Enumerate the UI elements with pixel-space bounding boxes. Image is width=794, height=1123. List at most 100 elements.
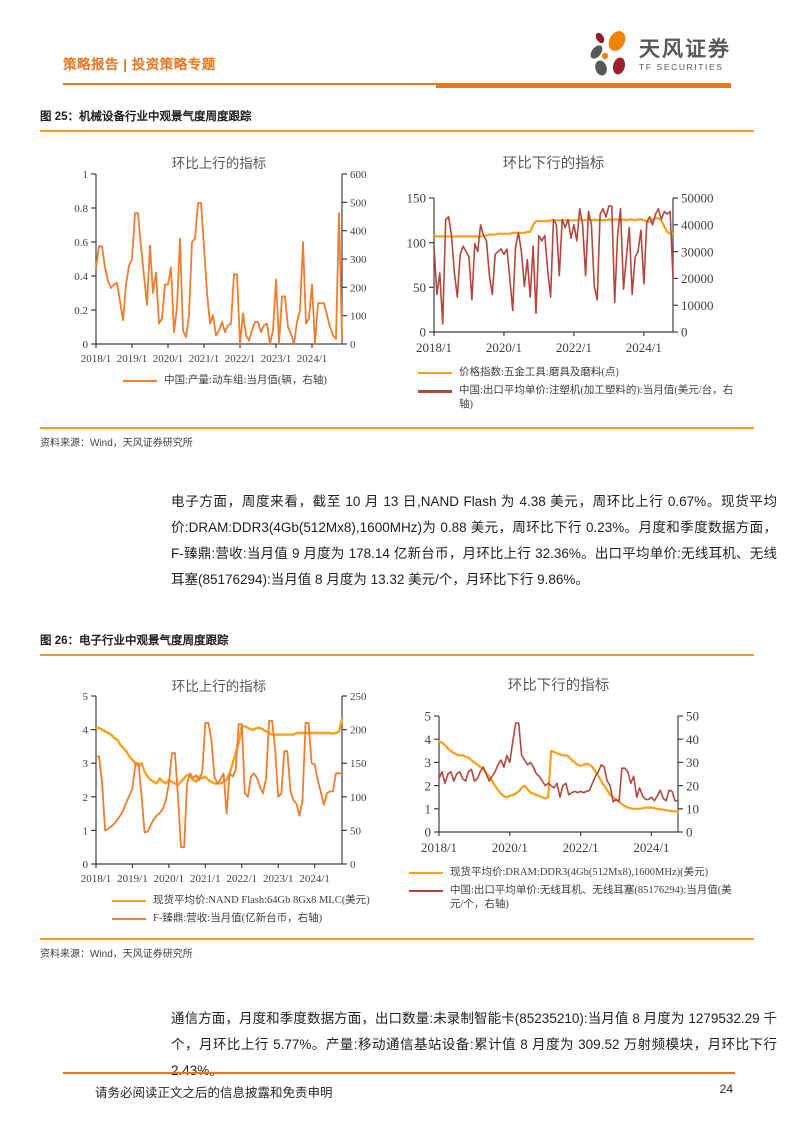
svg-text:1: 1 [83, 169, 89, 181]
svg-text:2019/1: 2019/1 [117, 353, 148, 365]
svg-text:600: 600 [350, 169, 367, 181]
series-line [95, 202, 343, 345]
svg-text:4: 4 [425, 731, 432, 746]
svg-text:50: 50 [350, 825, 362, 837]
svg-text:40000: 40000 [681, 217, 714, 232]
chart-machinery-down: 环比下行的指标 0 50 100 150 0 10000 20000 30000 40000 500… [390, 152, 740, 413]
svg-text:2: 2 [425, 778, 432, 793]
svg-text:0.8: 0.8 [74, 203, 88, 215]
machinery-up-line-chart: 环比上行的指标 0 0.2 0.4 0.6 0.8 1 0 100 200 300 400 500 600… [74, 156, 367, 365]
series-line [438, 721, 679, 803]
svg-text:2018/1: 2018/1 [81, 873, 112, 885]
legend-item: 现货平均价:NAND Flash:64Gb 8Gx8 MLC(美元) [112, 894, 390, 908]
svg-text:250: 250 [350, 690, 367, 702]
figure-25-charts-row: 环比上行的指标 0 0.2 0.4 0.6 0.8 1 0 100 200 300 400 500 600… [40, 132, 754, 417]
machinery-up-legend: 中国:产量:动车组:当月值(辆，右轴) [60, 370, 390, 388]
svg-text:150: 150 [350, 758, 367, 770]
figure-26-block: 图 26：电子行业中观景气度周度跟踪 环比上行的指标 0 1 2 3 4 5 0 50 100 15… [40, 627, 754, 960]
svg-text:3: 3 [425, 755, 432, 770]
svg-text:2023/1: 2023/1 [261, 353, 292, 365]
svg-text:2020/1: 2020/1 [486, 340, 522, 355]
svg-text:0.4: 0.4 [74, 271, 88, 283]
header-divider-thick [436, 84, 731, 88]
svg-text:2024/1: 2024/1 [297, 353, 328, 365]
svg-text:10: 10 [686, 801, 699, 816]
footer-divider [63, 1071, 735, 1074]
legend-item: 现货平均价:DRAM:DDR3(4Gb(512Mx8),1600MHz)(美元) [409, 866, 740, 880]
svg-text:20000: 20000 [681, 271, 714, 286]
figure-26-caption: 图 26：电子行业中观景气度周度跟踪 [40, 627, 754, 656]
legend-line-swatch [123, 380, 158, 383]
svg-text:200: 200 [350, 724, 367, 736]
svg-text:30: 30 [686, 755, 699, 770]
legend-label: 中国:出口平均单价:注塑机(加工塑料的):当月值(美元/台，右轴) [459, 385, 734, 411]
svg-text:50: 50 [686, 708, 699, 723]
machinery-down-line-chart: 环比下行的指标 0 50 100 150 0 10000 20000 30000 40000 500… [407, 155, 714, 355]
svg-text:0: 0 [83, 339, 89, 351]
legend-item: F-臻鼎:营收:当月值(亿新台币，右轴) [112, 912, 390, 926]
svg-text:2018/1: 2018/1 [81, 353, 112, 365]
brand-name-cn: 天风证券 [639, 38, 731, 62]
legend-item: 中国:产量:动车组:当月值(辆，右轴) [60, 374, 390, 388]
svg-text:2022/1: 2022/1 [226, 873, 257, 885]
svg-text:20: 20 [686, 778, 699, 793]
svg-text:2019/1: 2019/1 [117, 873, 148, 885]
svg-text:0: 0 [681, 325, 688, 340]
svg-text:2018/1: 2018/1 [416, 340, 452, 355]
svg-text:30000: 30000 [681, 244, 714, 259]
legend-label: 中国:出口平均单价:无线耳机、无线耳塞(85176294):当月值(美元/个，右… [450, 884, 732, 910]
svg-text:3: 3 [83, 758, 89, 770]
svg-text:50: 50 [413, 280, 426, 295]
legend-label: 价格指数:五金工具:磨具及磨料(点) [459, 367, 619, 378]
brand-name: 天风证券 TF SECURITIES [639, 38, 731, 72]
figure-25-caption: 图 25：机械设备行业中观景气度周度跟踪 [40, 103, 754, 132]
series-line [95, 719, 343, 848]
svg-text:2022/1: 2022/1 [225, 353, 256, 365]
svg-text:环比下行的指标: 环比下行的指标 [503, 155, 605, 172]
svg-text:200: 200 [350, 282, 367, 294]
figure-26-charts-row: 环比上行的指标 0 1 2 3 4 5 0 50 100 150 200 250 2018/1 2019/1… [40, 656, 754, 930]
legend-line-swatch [409, 871, 443, 874]
svg-text:0.2: 0.2 [74, 305, 88, 317]
svg-text:50000: 50000 [681, 191, 714, 206]
svg-text:40: 40 [686, 731, 699, 746]
legend-label: 现货平均价:DRAM:DDR3(4Gb(512Mx8),1600MHz)(美元) [450, 866, 709, 878]
legend-item: 价格指数:五金工具:磨具及磨料(点) [418, 366, 740, 380]
chart-machinery-up: 环比上行的指标 0 0.2 0.4 0.6 0.8 1 0 100 200 300 400 500 600… [60, 152, 390, 413]
electronics-up-legend: 现货平均价:NAND Flash:64Gb 8Gx8 MLC(美元) F-臻鼎:营… [60, 890, 390, 926]
legend-item: 中国:出口平均单价:无线耳机、无线耳塞(85176294):当月值(美元/个，右… [409, 884, 740, 912]
footer-disclaimer: 请务必阅读正文之后的信息披露和免责申明 [95, 1086, 333, 1100]
svg-text:0: 0 [83, 858, 89, 870]
svg-text:2022/1: 2022/1 [563, 840, 599, 855]
svg-text:0: 0 [420, 325, 427, 340]
svg-text:1: 1 [425, 801, 432, 816]
figure-26-source: 资料来源：Wind，天风证券研究所 [40, 937, 754, 960]
series-line [437, 739, 680, 813]
chart-electronics-up: 环比上行的指标 0 1 2 3 4 5 0 50 100 150 200 250 2018/1 2019/1… [60, 676, 390, 926]
legend-label: F-臻鼎:营收:当月值(亿新台币，右轴) [153, 912, 323, 924]
svg-text:2024/1: 2024/1 [299, 873, 330, 885]
legend-label: 现货平均价:NAND Flash:64Gb 8Gx8 MLC(美元) [153, 894, 370, 906]
tf-flower-logo-icon [588, 30, 632, 81]
series-line [433, 205, 674, 325]
svg-text:10000: 10000 [681, 298, 714, 313]
legend-label: 中国:产量:动车组:当月值(辆，右轴) [164, 375, 327, 386]
legend-line-swatch [418, 390, 452, 393]
svg-text:0: 0 [350, 858, 356, 870]
svg-text:100: 100 [350, 791, 367, 803]
report-type-label: 策略报告 | 投资策略专题 [63, 57, 216, 72]
series-line [94, 717, 344, 786]
page-number: 24 [719, 1082, 733, 1096]
svg-text:5: 5 [83, 690, 89, 702]
svg-text:2020/1: 2020/1 [154, 873, 185, 885]
svg-text:2024/1: 2024/1 [633, 840, 669, 855]
svg-text:2020/1: 2020/1 [492, 840, 528, 855]
svg-text:150: 150 [407, 191, 427, 206]
page-header: 策略报告 | 投资策略专题 天风证券 TF SECURITIES [63, 30, 731, 81]
chart-electronics-down: 环比下行的指标 0 1 2 3 4 5 0 10 20 30 40 50 2018/1 2020/1 2022… [395, 676, 740, 926]
machinery-down-legend: 价格指数:五金工具:磨具及磨料(点) 中国:出口平均单价:注塑机(加工塑料的):当… [390, 362, 740, 413]
svg-text:0: 0 [686, 824, 693, 839]
svg-text:环比下行的指标: 环比下行的指标 [508, 677, 610, 694]
svg-text:0: 0 [425, 824, 432, 839]
